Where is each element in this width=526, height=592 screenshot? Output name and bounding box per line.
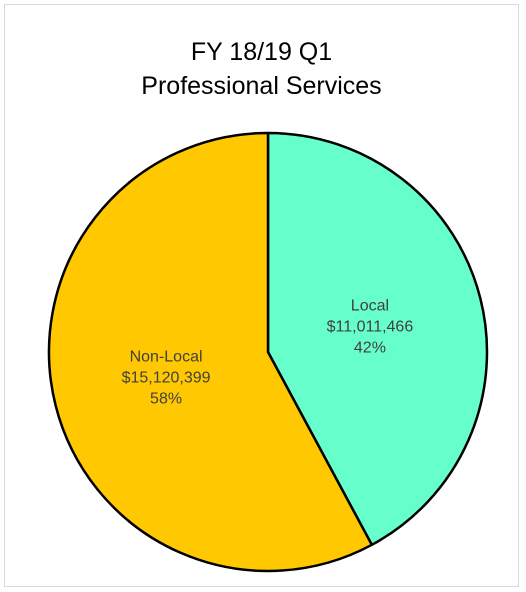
chart-title: FY 18/19 Q1 Professional Services [5, 35, 518, 103]
slice-value-label: $11,011,466 [327, 318, 414, 335]
slice-label-local: Local $11,011,466 42% [327, 297, 414, 356]
slice-name-label: Non-Local [130, 349, 203, 366]
pie-slice-non-local [47, 131, 374, 573]
slice-percent-label: 42% [354, 339, 386, 356]
slice-name-label: Local [351, 297, 389, 314]
chart-title-line-2: Professional Services [141, 72, 382, 100]
pie-slice-local [266, 131, 489, 547]
pie-labels: Local $11,011,466 42% Non-Local $15,120,399 5… [122, 297, 414, 407]
slice-label-non-local: Non-Local $15,120,399 58% [122, 349, 211, 408]
pie-slices [47, 131, 489, 573]
slice-percent-label: 58% [150, 391, 182, 408]
chart-title-line-1: FY 18/19 Q1 [190, 38, 333, 66]
slice-value-label: $15,120,399 [122, 370, 211, 387]
